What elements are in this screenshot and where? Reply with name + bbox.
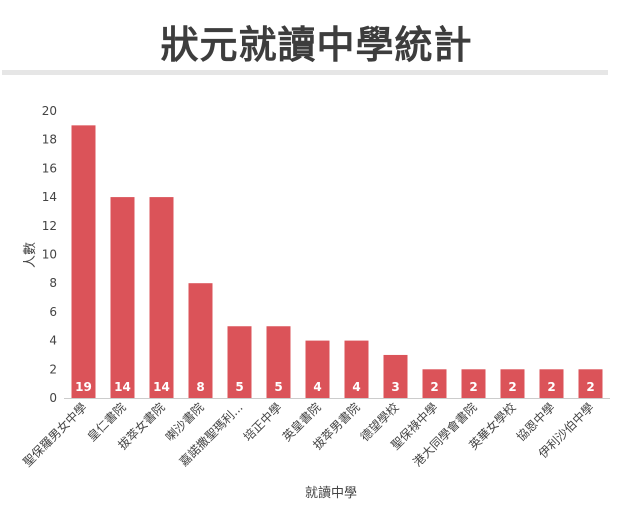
bars: 19 14 14 8 5 5 4 4 3 2 2 2 2 2 [71,125,603,398]
bar [578,369,603,398]
bar [305,340,330,398]
bar-value-label: 8 [196,380,204,394]
x-axis: 聖保羅男女中學皇仁書院拔萃女書院喇沙書院嘉諾撒聖瑪利...培正中學英皇書院拔萃男… [20,400,597,470]
y-tick-label: 14 [42,190,57,204]
y-tick-label: 10 [42,248,57,262]
bar-value-label: 14 [114,380,131,394]
bar [383,354,408,398]
x-tick-label: 培正中學 [240,400,285,445]
bar [149,197,174,398]
bar-value-label: 2 [508,380,516,394]
y-tick-label: 20 [42,104,57,118]
bar-value-label: 2 [586,380,594,394]
bar [500,369,525,398]
bar-value-label: 5 [235,380,243,394]
bar [188,283,213,398]
y-tick-label: 4 [49,334,57,348]
title-divider [2,70,608,75]
bar-value-label: 3 [391,380,399,394]
y-tick-label: 2 [49,362,57,376]
y-tick-label: 18 [42,133,57,147]
bar [539,369,564,398]
bar-value-label: 5 [274,380,282,394]
y-axis-title: 人數 [23,242,38,268]
chart-title: 狀元就讀中學統計 [160,23,473,67]
bar [344,340,369,398]
y-tick-label: 6 [49,305,57,319]
bar-value-label: 4 [313,380,321,394]
y-tick-label: 0 [49,391,57,405]
y-axis: 0 2 4 6 8 10 12 14 16 18 20 [42,104,57,405]
bar-value-label: 14 [153,380,170,394]
y-tick-label: 16 [42,161,57,175]
x-tick-label: 聖保羅男女中學 [20,400,90,470]
bar-value-label: 2 [430,380,438,394]
bar-value-label: 2 [547,380,555,394]
bar [266,326,291,398]
bar [422,369,447,398]
bar-value-label: 2 [469,380,477,394]
bar [461,369,486,398]
bar-value-label: 19 [75,380,92,394]
bar [110,197,135,398]
bar-value-label: 4 [352,380,360,394]
x-axis-title: 就讀中學 [305,486,357,501]
y-tick-label: 12 [42,219,57,233]
bar [227,326,252,398]
y-tick-label: 8 [49,276,57,290]
bar [71,125,96,398]
